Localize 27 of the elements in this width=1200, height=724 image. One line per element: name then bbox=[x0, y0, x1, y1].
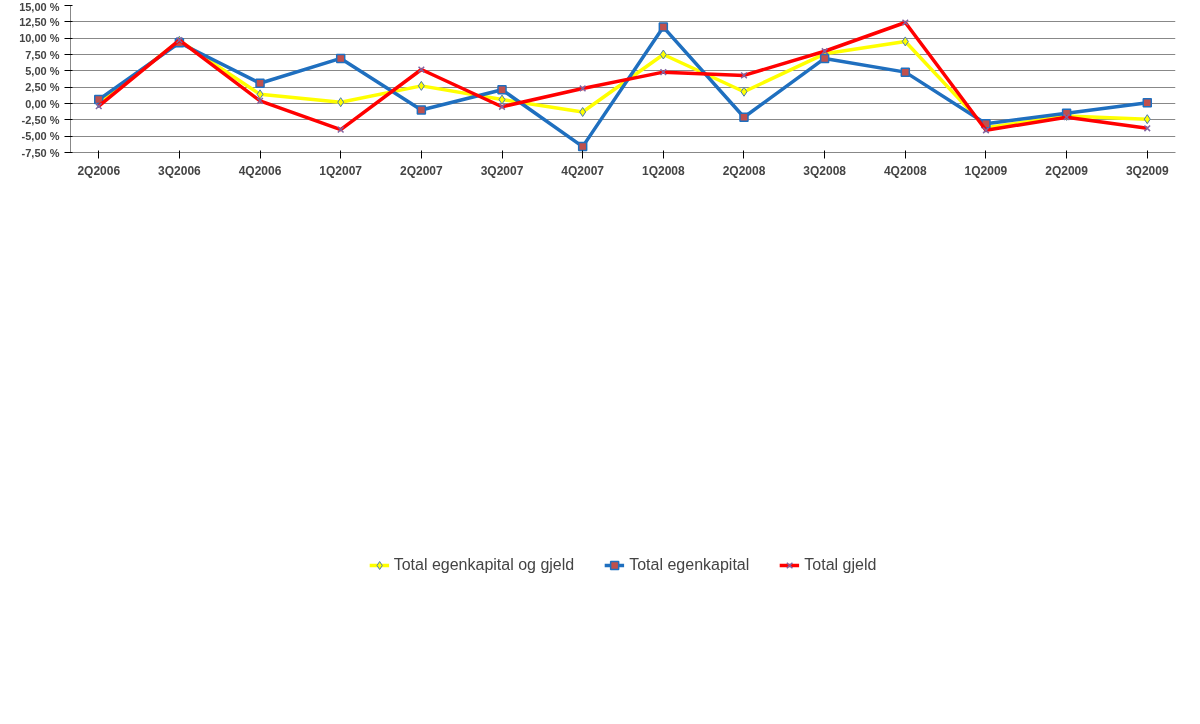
x-tick-label: 2Q2008 bbox=[722, 163, 766, 178]
x-tick-label: 1Q2009 bbox=[964, 163, 1008, 178]
legend-label: Total gjeld bbox=[804, 556, 877, 574]
y-tick-label: -5,00 % bbox=[21, 130, 60, 143]
x-tick-label: 3Q2008 bbox=[803, 163, 847, 178]
x-tick-label: 2Q2009 bbox=[1045, 163, 1089, 178]
x-tick-label: 3Q2007 bbox=[480, 163, 524, 178]
y-tick-label: 12,50 % bbox=[19, 15, 60, 28]
y-tick-label: 5,00 % bbox=[25, 64, 60, 77]
x-tick-label: 4Q2007 bbox=[561, 163, 605, 178]
y-tick-label: 15,00 % bbox=[19, 0, 60, 13]
x-tick-label: 2Q2006 bbox=[77, 163, 121, 178]
y-tick-label: 2,50 % bbox=[25, 81, 60, 94]
y-tick-label: 0,00 % bbox=[25, 97, 60, 110]
x-tick-label: 3Q2009 bbox=[1125, 163, 1169, 178]
y-tick-label: 10,00 % bbox=[19, 32, 60, 45]
y-tick-label: -7,50 % bbox=[21, 146, 60, 159]
x-tick-label: 1Q2008 bbox=[641, 163, 686, 178]
y-tick-label: 7,50 % bbox=[25, 48, 60, 61]
x-tick-label: 4Q2008 bbox=[883, 163, 927, 178]
x-tick-label: 4Q2006 bbox=[238, 163, 282, 178]
y-tick-label: -2,50 % bbox=[21, 113, 60, 126]
x-tick-label: 3Q2006 bbox=[158, 163, 202, 178]
legend-label: Total egenkapital bbox=[629, 556, 750, 574]
legend-label: Total egenkapital og gjeld bbox=[393, 556, 575, 574]
x-tick-label: 1Q2007 bbox=[319, 163, 363, 178]
x-tick-label: 2Q2007 bbox=[400, 163, 444, 178]
